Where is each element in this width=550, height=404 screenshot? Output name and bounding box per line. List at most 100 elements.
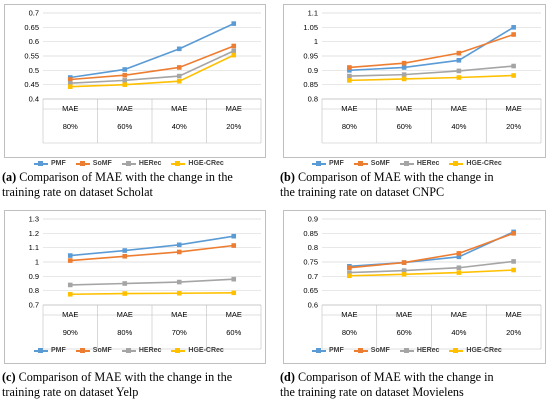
data-point — [511, 63, 516, 69]
x-category-label: MAE — [171, 104, 187, 113]
data-point — [401, 72, 407, 77]
data-point — [67, 253, 73, 258]
chart-panel-c: 0.7 0.8 0.9 1 1.1 1.2 1.3 MAE 90% MAE 80% MAE 70% MAE… — [4, 210, 266, 364]
y-tick-label: 0.9 — [29, 272, 39, 281]
y-tick-label: 1 — [35, 258, 39, 267]
chart-a-svg: 0.4 0.45 0.5 0.55 0.6 0.65 0.7 MAE 80% MAE 60% MAE 4… — [24, 9, 262, 144]
data-point — [511, 259, 516, 264]
data-point — [122, 281, 128, 286]
y-tick-label: 1.05 — [303, 23, 318, 32]
y-tick-label: 1.2 — [29, 229, 39, 238]
x-rate-label: 60% — [397, 122, 412, 131]
y-tick-label: 0.55 — [24, 52, 39, 61]
legend-item-somf: SoMF — [353, 347, 390, 354]
data-point — [401, 65, 407, 70]
y-tick-label: 0.95 — [303, 52, 318, 61]
legend-item-herec: HERec — [121, 347, 161, 354]
data-point — [122, 248, 128, 253]
legend-item-somf: SoMF — [75, 347, 112, 354]
data-point — [176, 279, 182, 285]
data-point — [67, 80, 73, 86]
data-point — [67, 258, 73, 263]
x-rate-label: 20% — [506, 122, 521, 131]
data-point — [122, 82, 128, 87]
chart-panel-a: 0.4 0.45 0.5 0.55 0.6 0.65 0.7 MAE 80% MAE 60% MAE 4… — [4, 4, 266, 158]
x-rate-label: 90% — [63, 328, 78, 337]
legend-item-hgecrec: HGE-CRec — [171, 347, 224, 354]
legend-item-pmf: PMF — [34, 160, 66, 167]
data-point — [231, 290, 237, 296]
x-rate-label: 80% — [342, 122, 357, 131]
data-point — [511, 73, 516, 78]
x-category-label: MAE — [396, 104, 412, 113]
y-tick-label: 0.4 — [29, 95, 39, 104]
series-line — [70, 22, 235, 79]
x-category-label: MAE — [341, 104, 357, 113]
legend-item-somf: SoMF — [353, 160, 390, 167]
y-tick-label: 0.8 — [308, 95, 318, 104]
x-category-label: MAE — [117, 310, 133, 319]
x-category-label: MAE — [117, 104, 133, 113]
data-point — [231, 233, 237, 239]
x-rate-label: 70% — [172, 328, 187, 337]
data-point — [347, 265, 352, 271]
x-category-label: MAE — [505, 104, 521, 113]
legend-b: PMF SoMF HERec HGE-CRec — [312, 160, 502, 167]
data-point — [231, 21, 237, 26]
y-tick-label: 0.5 — [29, 66, 39, 75]
y-tick-label: 1 — [314, 37, 318, 46]
series-line — [349, 269, 514, 277]
data-point — [511, 32, 516, 37]
y-tick-label: 1.1 — [308, 9, 318, 18]
data-point — [401, 268, 407, 273]
series-line — [349, 260, 514, 274]
data-point — [401, 60, 407, 66]
data-point — [176, 46, 182, 52]
legend-item-hgecrec: HGE-CRec — [449, 347, 502, 354]
data-point — [176, 242, 182, 248]
y-tick-label: 0.85 — [303, 229, 318, 238]
data-point — [176, 65, 182, 70]
x-category-label: MAE — [62, 104, 78, 113]
data-point — [122, 291, 128, 296]
legend-item-herec: HERec — [399, 347, 439, 354]
x-category-label: MAE — [505, 310, 521, 319]
series-line — [349, 231, 514, 268]
y-tick-label: 1.1 — [29, 243, 39, 252]
y-tick-label: 0.6 — [308, 301, 318, 310]
x-category-label: MAE — [226, 104, 242, 113]
caption-a: (a) Comparison of MAE with the change in… — [2, 170, 233, 199]
legend-item-hgecrec: HGE-CRec — [171, 160, 224, 167]
chart-b-svg: 0.8 0.85 0.9 0.95 1 1.05 1.1 MAE 80% MAE 60% MAE 40%… — [303, 9, 542, 144]
data-point — [347, 273, 352, 279]
data-point — [122, 72, 128, 78]
data-point — [347, 68, 352, 73]
y-tick-label: 0.65 — [24, 23, 39, 32]
data-point — [176, 249, 182, 255]
data-point — [347, 65, 352, 70]
caption-b: (b) Comparison of MAE with the change in… — [280, 170, 494, 199]
data-point — [122, 78, 128, 83]
x-category-label: MAE — [62, 310, 78, 319]
x-category-label: MAE — [341, 310, 357, 319]
y-tick-label: 0.9 — [308, 66, 318, 75]
series-line — [70, 278, 234, 286]
y-tick-label: 0.7 — [29, 9, 39, 18]
series-line — [70, 50, 235, 85]
series-line — [70, 45, 235, 81]
data-point — [401, 76, 407, 82]
series-line — [349, 232, 514, 269]
x-rate-label: 80% — [63, 122, 78, 131]
y-tick-label: 0.85 — [303, 80, 318, 89]
x-category-label: MAE — [396, 310, 412, 319]
x-rate-label: 40% — [172, 122, 187, 131]
y-tick-label: 1.3 — [29, 215, 39, 224]
series-line — [70, 54, 235, 88]
data-point — [456, 251, 462, 256]
data-point — [456, 50, 462, 56]
data-point — [231, 276, 237, 282]
x-category-label: MAE — [171, 310, 187, 319]
x-category-label: MAE — [226, 310, 242, 319]
legend-c: PMF SoMF HERec HGE-CRec — [34, 347, 224, 354]
legend-item-herec: HERec — [399, 160, 439, 167]
